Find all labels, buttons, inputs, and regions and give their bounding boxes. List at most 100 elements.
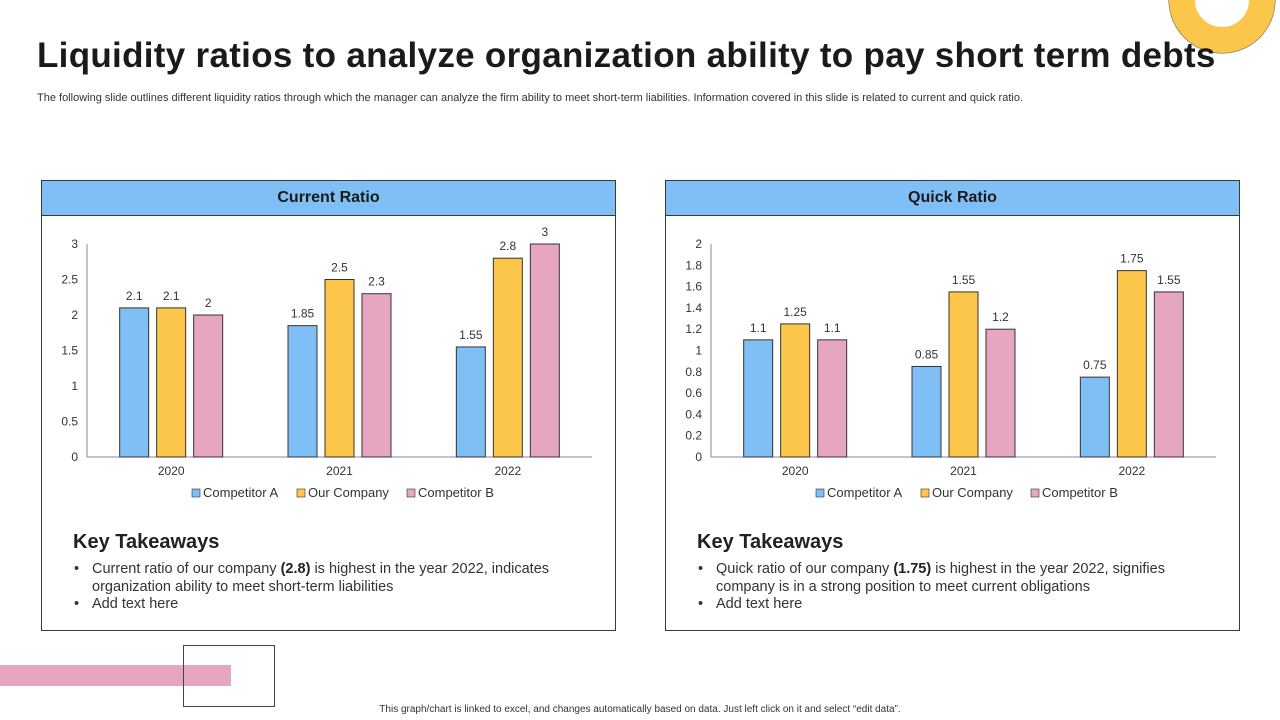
x-tick-label: 2021 bbox=[326, 464, 353, 478]
x-tick-label: 2020 bbox=[782, 464, 809, 478]
page-subtitle: The following slide outlines different l… bbox=[37, 92, 1024, 104]
data-label: 0.85 bbox=[915, 347, 939, 361]
y-tick-label: 1 bbox=[695, 344, 702, 358]
y-tick-label: 0 bbox=[71, 450, 78, 464]
legend-swatch bbox=[191, 488, 201, 498]
takeaway-item[interactable]: Add text here bbox=[698, 596, 1218, 614]
bar bbox=[119, 307, 150, 458]
y-tick-label: 1.8 bbox=[685, 258, 702, 272]
data-label: 2.3 bbox=[368, 275, 385, 289]
bar bbox=[1116, 270, 1147, 458]
legend-swatch bbox=[406, 488, 416, 498]
y-tick-label: 2.5 bbox=[61, 273, 78, 287]
takeaway-highlight: (2.8) bbox=[280, 561, 311, 577]
data-label: 2.5 bbox=[331, 261, 348, 275]
y-tick-label: 1.2 bbox=[685, 322, 702, 336]
bar bbox=[492, 257, 523, 458]
legend-swatch bbox=[920, 488, 930, 498]
data-label: 1.55 bbox=[952, 273, 976, 287]
quick-ratio-chart[interactable]: 0 0.2 0.4 0.6 0.8 1 1.2 1.4 1.6 1.8 2 1.1 1.25 1.1 202… bbox=[666, 216, 1239, 516]
legend-label: Our Company bbox=[932, 485, 1013, 500]
bar bbox=[948, 291, 979, 458]
takeaway-text-rest: is highest in the year 2022, signifies c… bbox=[716, 561, 1165, 595]
quick-ratio-header: Quick Ratio bbox=[666, 181, 1239, 216]
legend-swatch bbox=[1030, 488, 1040, 498]
takeaways-title: Key Takeaways bbox=[73, 531, 220, 553]
legend-label: Competitor A bbox=[203, 485, 278, 500]
data-label: 0.75 bbox=[1083, 358, 1107, 372]
data-label: 3 bbox=[541, 225, 548, 239]
y-tick-label: 0.2 bbox=[685, 429, 702, 443]
legend-swatch bbox=[296, 488, 306, 498]
bar bbox=[985, 328, 1016, 458]
y-tick-label: 2 bbox=[71, 308, 78, 322]
y-tick-label: 2 bbox=[695, 237, 702, 251]
decorative-outline-box bbox=[183, 645, 275, 707]
y-tick-label: 3 bbox=[71, 237, 78, 251]
bar bbox=[1153, 291, 1184, 458]
data-label: 2.1 bbox=[126, 289, 143, 303]
y-tick-label: 0.8 bbox=[685, 365, 702, 379]
legend-label: Competitor A bbox=[827, 485, 902, 500]
data-label: 2.8 bbox=[499, 239, 516, 253]
data-label: 1.2 bbox=[992, 310, 1009, 324]
takeaways-list: Current ratio of our company (2.8) is hi… bbox=[74, 561, 594, 614]
bar bbox=[1079, 376, 1110, 458]
takeaways-title: Key Takeaways bbox=[697, 531, 844, 553]
data-label: 1.1 bbox=[824, 321, 841, 335]
takeaway-text: Current ratio of our company bbox=[92, 561, 281, 577]
decorative-pink-bar bbox=[0, 665, 231, 686]
legend-swatch bbox=[815, 488, 825, 498]
x-tick-label: 2022 bbox=[1118, 464, 1145, 478]
quick-ratio-panel: Quick Ratio 0 0.2 0.4 0.6 0.8 1 1.2 1.4 1.6 1.8 2 1… bbox=[665, 180, 1240, 631]
bar bbox=[817, 339, 848, 458]
y-tick-label: 0.5 bbox=[61, 415, 78, 429]
bar bbox=[361, 293, 392, 458]
legend-label: Competitor B bbox=[1042, 485, 1118, 500]
bar bbox=[287, 325, 318, 458]
footer-note: This graph/chart is linked to excel, and… bbox=[379, 704, 901, 715]
data-label: 1.55 bbox=[1157, 273, 1181, 287]
bar bbox=[911, 365, 942, 458]
current-ratio-chart[interactable]: 0 0.5 1 1.5 2 2.5 3 2.1 2.1 2 2020 1.85 2.5 2.3 2021 1.… bbox=[42, 216, 615, 516]
data-label: 1.1 bbox=[750, 321, 767, 335]
y-tick-label: 0.4 bbox=[685, 407, 702, 421]
data-label: 1.25 bbox=[783, 305, 807, 319]
legend-label: Competitor B bbox=[418, 485, 494, 500]
takeaways-list: Quick ratio of our company (1.75) is hig… bbox=[698, 561, 1218, 614]
legend-label: Our Company bbox=[308, 485, 389, 500]
y-tick-label: 0 bbox=[695, 450, 702, 464]
takeaway-item[interactable]: Add text here bbox=[74, 596, 594, 614]
y-tick-label: 1.5 bbox=[61, 344, 78, 358]
y-tick-label: 1.6 bbox=[685, 280, 702, 294]
takeaway-text[interactable]: Add text here bbox=[716, 596, 803, 612]
bar bbox=[780, 323, 811, 458]
takeaway-text-rest: is highest in the year 2022, indicates o… bbox=[92, 561, 550, 595]
y-tick-label: 1.4 bbox=[685, 301, 702, 315]
bar bbox=[529, 243, 560, 458]
takeaway-item: Current ratio of our company (2.8) is hi… bbox=[74, 561, 594, 596]
page-title: Liquidity ratios to analyze organization… bbox=[37, 36, 1216, 75]
current-ratio-panel: Current Ratio 0 0.5 1 1.5 2 2.5 3 2.1 2.1 2 2020 1.… bbox=[41, 180, 616, 631]
data-label: 1.55 bbox=[459, 328, 483, 342]
data-label: 2 bbox=[205, 296, 212, 310]
x-tick-label: 2021 bbox=[950, 464, 977, 478]
bar bbox=[156, 307, 187, 458]
data-label: 2.1 bbox=[163, 289, 180, 303]
takeaway-highlight: (1.75) bbox=[893, 561, 932, 577]
x-tick-label: 2022 bbox=[494, 464, 521, 478]
current-ratio-header: Current Ratio bbox=[42, 181, 615, 216]
bar bbox=[455, 346, 486, 458]
data-label: 1.75 bbox=[1120, 252, 1144, 266]
bar bbox=[324, 279, 355, 458]
takeaway-item: Quick ratio of our company (1.75) is hig… bbox=[698, 561, 1218, 596]
decorative-ring-graphic bbox=[1168, 0, 1276, 54]
y-tick-label: 1 bbox=[71, 379, 78, 393]
takeaway-text: Quick ratio of our company bbox=[716, 561, 894, 577]
y-tick-label: 0.6 bbox=[685, 386, 702, 400]
data-label: 1.85 bbox=[291, 307, 315, 321]
bar bbox=[193, 314, 224, 458]
x-tick-label: 2020 bbox=[158, 464, 185, 478]
takeaway-text[interactable]: Add text here bbox=[92, 596, 179, 612]
bar bbox=[743, 339, 774, 458]
